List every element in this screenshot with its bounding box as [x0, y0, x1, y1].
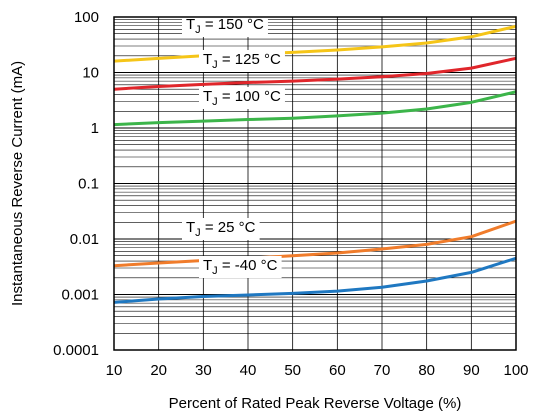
series-lines [113, 24, 517, 304]
x-tick-label: 10 [106, 362, 123, 379]
series-line-1 [113, 56, 517, 91]
curve-label-3: TJ = 25 °C [182, 218, 260, 240]
curve-label-rest: = 150 °C [201, 16, 264, 33]
y-tick-label: 0.01 [70, 231, 99, 248]
curve-label-subscript: J [195, 24, 201, 36]
y-tick-labels: 0.0001 0.001 0.01 0.1 1 10 100 [53, 9, 99, 359]
curve-label-text: TJ = 150 °C [186, 16, 264, 36]
curve-label-text: TJ = 125 °C [203, 51, 281, 71]
curve-label-box [199, 87, 285, 109]
curve-label-subscript: J [212, 265, 218, 277]
x-tick-label: 70 [374, 362, 391, 379]
curve-label-subscript: J [212, 96, 218, 108]
curve-label-text: TJ = 100 °C [203, 88, 281, 108]
series-line-4 [113, 256, 517, 304]
curve-label-box [199, 50, 285, 72]
x-axis-title: Percent of Rated Peak Reverse Voltage (%… [169, 395, 462, 412]
curve-label-box [199, 256, 282, 278]
series-line-3 [113, 219, 517, 268]
series-line-0 [113, 24, 517, 63]
curve-label-rest: = 25 °C [201, 219, 256, 236]
curve-label-main: T [203, 257, 212, 274]
x-tick-label: 60 [329, 362, 346, 379]
x-tick-label: 20 [150, 362, 167, 379]
y-tick-label: 1 [91, 120, 99, 137]
curve-labels: TJ = 150 °CTJ = 125 °CTJ = 100 °CTJ = 25… [182, 15, 285, 278]
curve-label-0: TJ = 150 °C [182, 15, 268, 37]
plot-frame [113, 16, 517, 351]
curve-label-rest: = -40 °C [218, 257, 278, 274]
curve-label-text: TJ = 25 °C [186, 219, 256, 239]
x-tick-label: 40 [240, 362, 257, 379]
y-tick-label: 0.1 [78, 176, 99, 193]
curve-label-main: T [186, 16, 195, 33]
x-tick-label: 50 [284, 362, 301, 379]
x-tick-label: 90 [463, 362, 480, 379]
curve-label-box [182, 15, 268, 37]
curve-label-rest: = 125 °C [218, 51, 281, 68]
curve-label-subscript: J [212, 59, 218, 71]
y-axis-title: Instantaneous Reverse Current (mA) [9, 61, 26, 306]
x-tick-label: 80 [418, 362, 435, 379]
curve-label-4: TJ = -40 °C [199, 256, 282, 278]
y-tick-label: 0.0001 [53, 342, 99, 359]
curve-label-main: T [186, 219, 195, 236]
y-tick-label: 10 [82, 65, 99, 82]
y-tick-label: 0.001 [61, 287, 99, 304]
curve-label-main: T [203, 51, 212, 68]
curve-label-box [182, 218, 260, 240]
y-tick-label: 100 [74, 9, 99, 26]
curve-label-text: TJ = -40 °C [203, 257, 278, 277]
curve-label-main: T [203, 88, 212, 105]
series-line-2 [113, 90, 517, 127]
x-tick-label: 30 [195, 362, 212, 379]
grid [113, 17, 517, 351]
curve-label-1: TJ = 125 °C [199, 50, 285, 72]
x-tick-label: 100 [503, 362, 528, 379]
x-tick-labels: 10 20 30 40 50 60 70 80 90 100 [106, 362, 529, 379]
curve-label-rest: = 100 °C [218, 88, 281, 105]
curve-label-2: TJ = 100 °C [199, 87, 285, 109]
curve-label-subscript: J [195, 227, 201, 239]
